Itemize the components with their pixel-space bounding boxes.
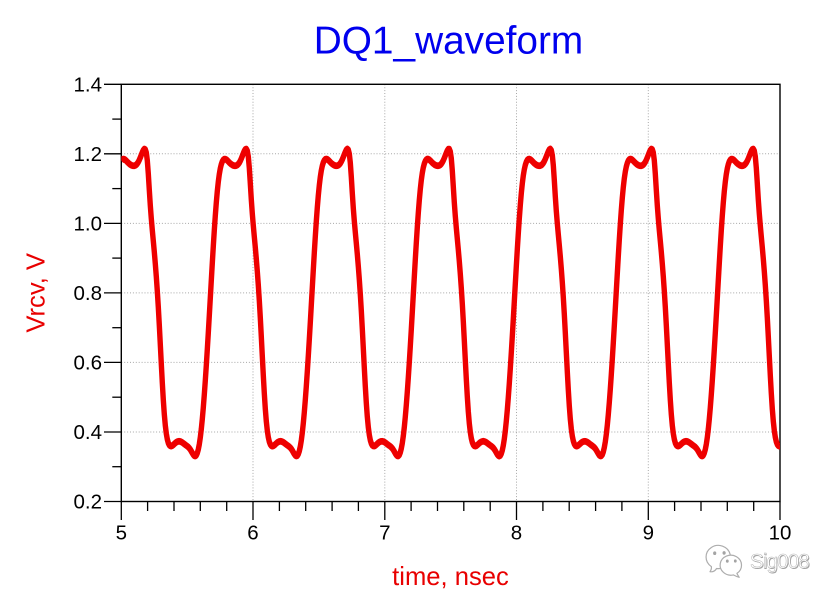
svg-text:Sig008: Sig008 (751, 551, 811, 574)
svg-text:0.8: 0.8 (74, 282, 103, 305)
svg-text:0.2: 0.2 (74, 491, 103, 514)
svg-text:Sig008: Sig008 (750, 550, 810, 573)
svg-text:8: 8 (511, 522, 522, 545)
svg-text:9: 9 (643, 522, 654, 545)
svg-text:0.6: 0.6 (74, 351, 103, 374)
svg-text:1.2: 1.2 (74, 143, 103, 166)
svg-text:0.4: 0.4 (74, 421, 103, 444)
svg-text:time, nsec: time, nsec (392, 563, 509, 591)
svg-text:DQ1_waveform: DQ1_waveform (314, 20, 584, 63)
svg-text:1.4: 1.4 (74, 73, 103, 96)
svg-text:7: 7 (379, 522, 390, 545)
svg-text:Vrcv, V: Vrcv, V (23, 253, 51, 333)
svg-text:1.0: 1.0 (74, 212, 103, 235)
svg-text:Sig008: Sig008 (750, 550, 810, 573)
svg-text:5: 5 (116, 522, 127, 545)
svg-text:10: 10 (769, 522, 792, 545)
svg-text:6: 6 (247, 522, 258, 545)
